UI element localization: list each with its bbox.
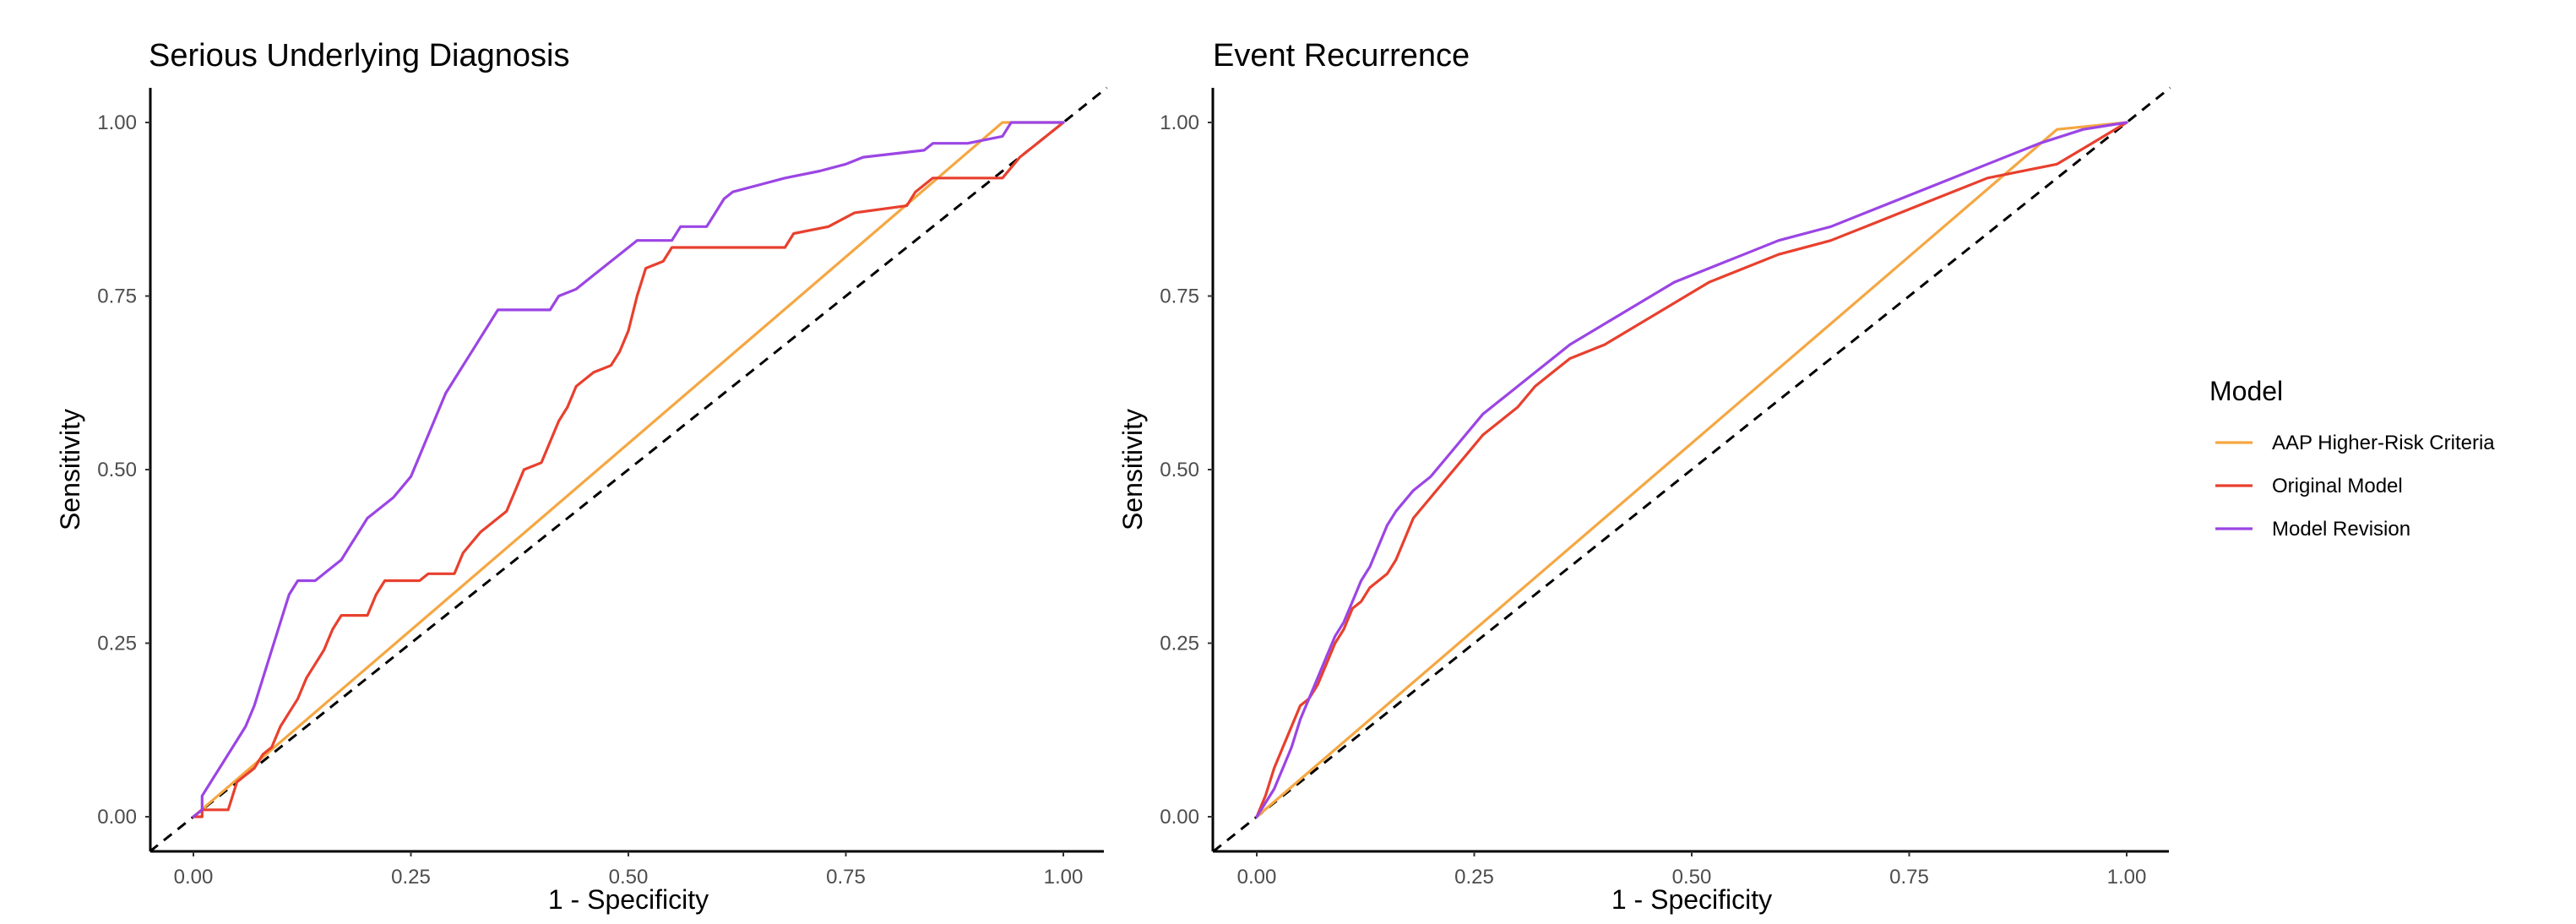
series-line-original-model (192, 121, 1065, 818)
legend: Model AAP Higher-Risk Criteria Original M… (2209, 376, 2495, 541)
x-tick-label: 1.00 (2107, 866, 2147, 889)
y-tick-label: 1.00 (97, 111, 137, 134)
chart-title: Event Recurrence (1213, 38, 1470, 73)
x-axis-title: 1 - Specificity (1611, 884, 1772, 915)
legend-label-original-model: Original Model (2272, 475, 2403, 497)
y-tick-label: 0.50 (1160, 459, 1199, 481)
series-line-model-revision (1255, 121, 2128, 818)
x-tick-label: 0.50 (609, 866, 649, 889)
y-tick-label: 0.75 (97, 285, 137, 308)
x-tick-label: 0.25 (1454, 866, 1494, 889)
y-tick-label: 0.50 (97, 459, 137, 481)
y-axis-title: Sensitivity (1117, 409, 1148, 530)
series-line-model-revision (192, 121, 1065, 818)
legend-title: Model (2209, 376, 2283, 406)
x-axis-title: 1 - Specificity (548, 884, 709, 915)
x-tick-label: 0.75 (1889, 866, 1929, 889)
panel-event-recurrence: Event Recurrence 0.00 0.25 0.50 0.75 1.00 0.00… (1117, 38, 2171, 915)
y-tick-label: 0.00 (1160, 806, 1199, 829)
panel-serious-underlying-diagnosis: Serious Underlying Diagnosis 0.00 0.25 0.50… (55, 38, 1108, 915)
y-tick-label: 0.25 (1160, 633, 1199, 655)
x-tick-label: 0.00 (174, 866, 214, 889)
x-tick-label: 0.25 (391, 866, 431, 889)
y-axis-title: Sensitivity (55, 409, 85, 530)
x-tick-label: 0.75 (826, 866, 866, 889)
legend-label-aap-higher-risk-criteria: AAP Higher-Risk Criteria (2272, 432, 2495, 454)
legend-items: AAP Higher-Risk Criteria Original Model Mo… (2215, 432, 2495, 541)
series-line-aap-higher-risk-criteria (1255, 121, 2128, 818)
chart-title: Serious Underlying Diagnosis (149, 38, 569, 73)
reference-diagonal (1212, 86, 2171, 853)
x-tick-label: 1.00 (1044, 866, 1084, 889)
y-tick-label: 0.00 (97, 806, 137, 829)
reference-diagonal (149, 86, 1108, 853)
y-tick-label: 0.75 (1160, 285, 1199, 308)
x-tick-label: 0.50 (1672, 866, 1712, 889)
legend-label-model-revision: Model Revision (2272, 518, 2410, 541)
x-tick-label: 0.00 (1237, 866, 1277, 889)
y-tick-label: 1.00 (1160, 111, 1199, 134)
y-tick-label: 0.25 (97, 633, 137, 655)
